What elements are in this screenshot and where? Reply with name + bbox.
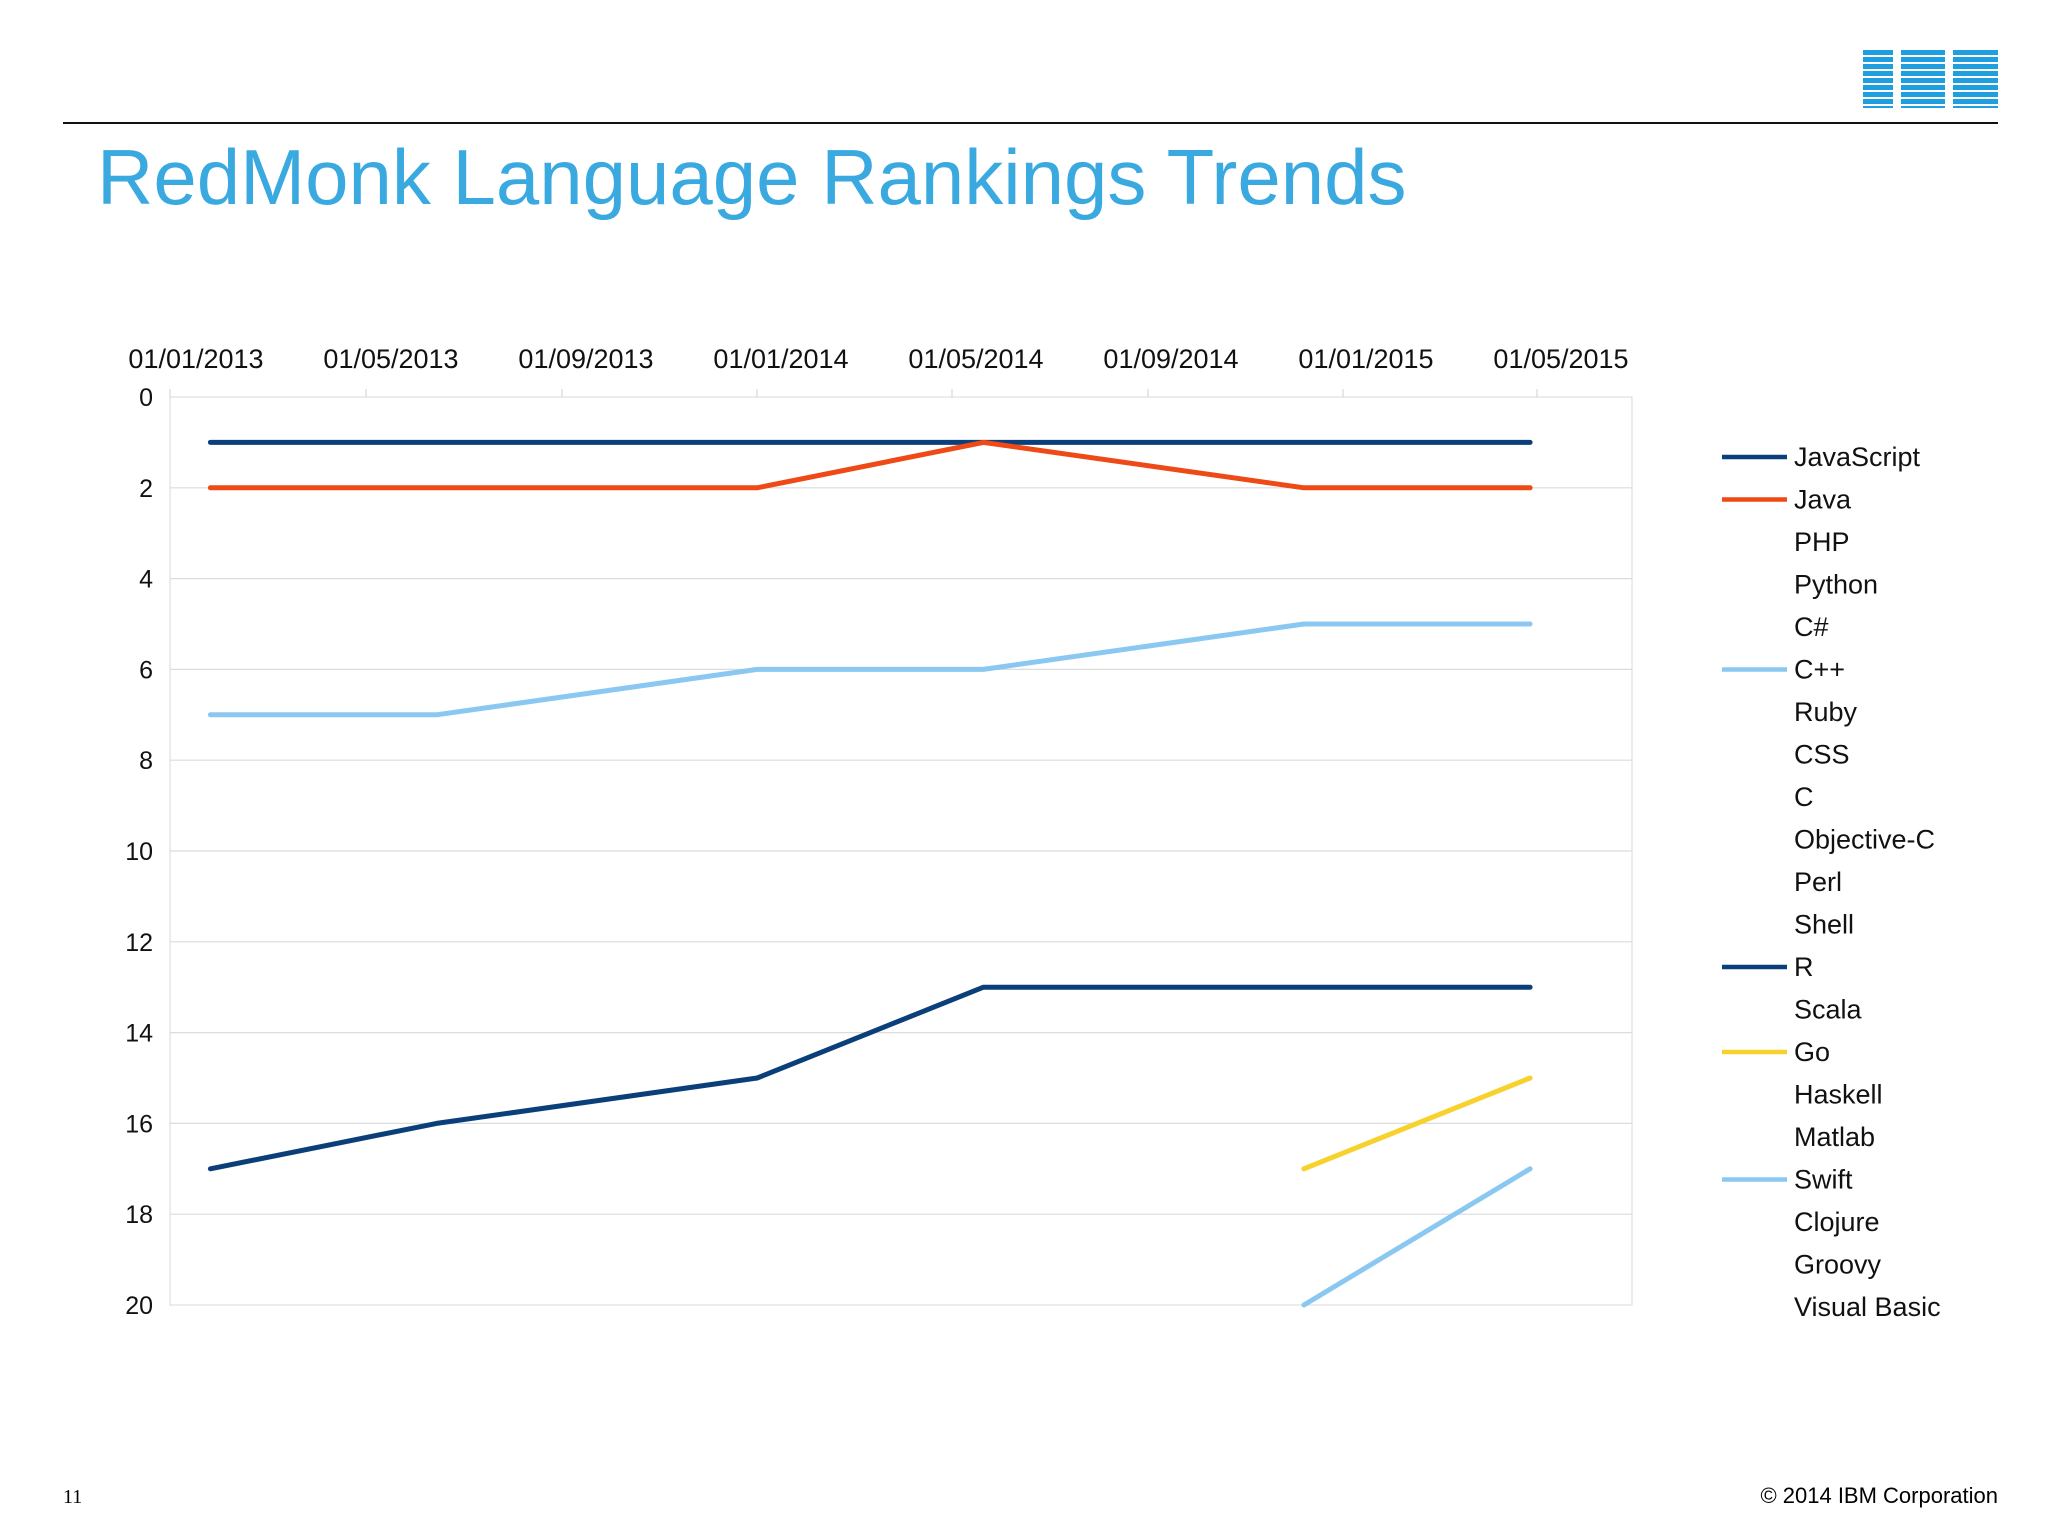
y-tick-label: 10 (125, 838, 153, 866)
x-tick-label: 01/01/2015 (1298, 344, 1433, 374)
series-line-c- (207, 621, 1533, 718)
series-line-go (1301, 1075, 1533, 1172)
y-tick-label: 8 (139, 747, 153, 775)
y-tick-label: 14 (125, 1020, 153, 1048)
legend-label: Go (1794, 1037, 1830, 1067)
legend-label: Visual Basic (1794, 1292, 1941, 1322)
legend-label: JavaScript (1794, 442, 1921, 472)
legend-label: Scala (1794, 995, 1863, 1025)
legend-label: CSS (1794, 740, 1850, 770)
legend-label: Haskell (1794, 1080, 1883, 1110)
legend-label: C (1794, 782, 1814, 812)
legend-label: Groovy (1794, 1250, 1882, 1280)
y-tick-label: 12 (125, 929, 153, 957)
x-tick-label: 01/01/2014 (713, 344, 848, 374)
legend-label: Java (1794, 485, 1852, 515)
x-tick-label: 01/05/2014 (908, 344, 1043, 374)
x-tick-label: 01/09/2014 (1103, 344, 1238, 374)
y-tick-label: 18 (125, 1201, 153, 1229)
legend-label: R (1794, 952, 1814, 982)
y-tick-label: 2 (139, 475, 153, 503)
ibm-logo (1863, 50, 1998, 108)
x-tick-label: 01/05/2013 (323, 344, 458, 374)
legend-label: C# (1794, 612, 1829, 642)
legend-label: Shell (1794, 910, 1854, 940)
slide-title: RedMonk Language Rankings Trends (97, 133, 1407, 221)
y-tick-label: 6 (139, 656, 153, 684)
series-line-java (207, 439, 1533, 491)
legend-label: C++ (1794, 655, 1845, 685)
series-line-r (207, 984, 1533, 1172)
legend-label: Ruby (1794, 697, 1858, 727)
y-tick-label: 20 (125, 1292, 153, 1320)
y-tick-label: 16 (125, 1110, 153, 1138)
page-number: 11 (63, 1486, 83, 1508)
y-tick-label: 0 (139, 384, 153, 412)
x-tick-label: 01/09/2013 (518, 344, 653, 374)
y-tick-label: 4 (139, 566, 153, 594)
legend-label: Perl (1794, 867, 1842, 897)
x-tick-label: 01/05/2015 (1493, 344, 1628, 374)
copyright-notice: © 2014 IBM Corporation (1760, 1483, 1998, 1508)
series-line-swift (1301, 1166, 1533, 1308)
legend-label: Objective-C (1794, 825, 1935, 855)
header-divider (63, 122, 1998, 124)
legend-label: Matlab (1794, 1122, 1875, 1152)
legend-label: Clojure (1794, 1207, 1880, 1237)
legend-label: PHP (1794, 527, 1850, 557)
legend-label: Python (1794, 570, 1878, 600)
legend-label: Swift (1794, 1165, 1853, 1195)
x-tick-label: 01/01/2013 (128, 344, 263, 374)
